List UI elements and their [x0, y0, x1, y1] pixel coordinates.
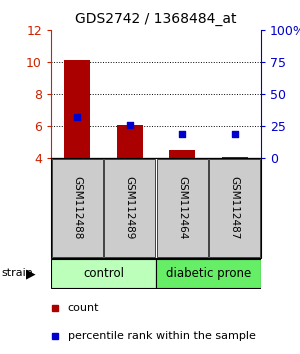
Text: percentile rank within the sample: percentile rank within the sample — [68, 331, 256, 341]
Point — [75, 114, 80, 120]
Text: count: count — [68, 303, 99, 313]
Text: ▶: ▶ — [26, 267, 35, 280]
FancyBboxPatch shape — [157, 159, 208, 257]
Text: GSM112464: GSM112464 — [177, 176, 187, 240]
FancyBboxPatch shape — [52, 159, 103, 257]
Bar — [64, 60, 90, 158]
Text: strain: strain — [2, 268, 33, 279]
Bar — [169, 150, 195, 158]
Bar — [222, 157, 248, 158]
FancyBboxPatch shape — [104, 159, 155, 257]
Text: GSM112489: GSM112489 — [125, 176, 135, 240]
Text: diabetic prone: diabetic prone — [166, 267, 251, 280]
FancyBboxPatch shape — [156, 259, 261, 288]
Title: GDS2742 / 1368484_at: GDS2742 / 1368484_at — [75, 12, 237, 26]
FancyBboxPatch shape — [51, 259, 156, 288]
Text: control: control — [83, 267, 124, 280]
Point — [180, 132, 185, 137]
Point — [232, 132, 237, 137]
Text: GSM112488: GSM112488 — [72, 176, 82, 240]
Bar — [117, 125, 143, 158]
FancyBboxPatch shape — [51, 158, 261, 258]
FancyBboxPatch shape — [209, 159, 260, 257]
Text: GSM112487: GSM112487 — [230, 176, 240, 240]
Point — [128, 122, 132, 128]
